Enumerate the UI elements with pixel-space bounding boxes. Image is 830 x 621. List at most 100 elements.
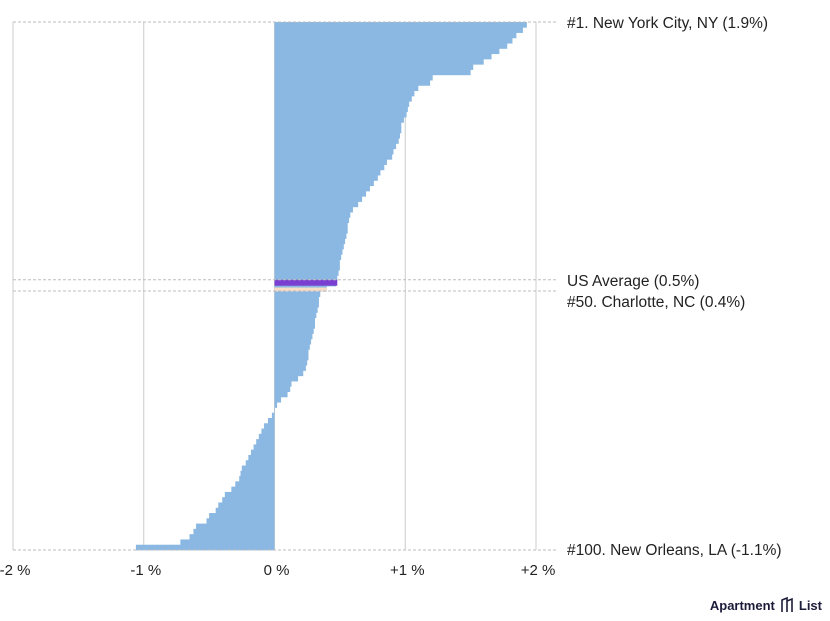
x-tick-label: -2 %: [0, 562, 30, 579]
bar: [274, 148, 394, 155]
x-tick-label: +2 %: [521, 562, 556, 579]
bar: [274, 233, 347, 239]
building-icon: [781, 597, 793, 612]
bar: [274, 264, 340, 271]
bar: [274, 185, 370, 192]
bar: [274, 396, 282, 403]
bar: [258, 433, 275, 440]
brand-text: Apartment: [709, 597, 775, 613]
apartment-list-logo: Apartment List: [710, 597, 822, 613]
bar: [274, 101, 410, 107]
bar: [274, 154, 393, 160]
bar: [189, 534, 275, 540]
x-axis-ticks: -2 % -1 % 0 % +1 % +2 %: [0, 562, 555, 579]
bar: [274, 402, 278, 408]
bar: [274, 138, 399, 144]
bar: [274, 338, 312, 345]
callout-guides: [13, 21, 558, 551]
callout-labels: #1. New York City, NY (1.9%) US Average (…: [567, 15, 782, 559]
charlotte-bar: [274, 287, 327, 292]
bar: [274, 312, 317, 319]
bar: [274, 37, 513, 44]
bar: [196, 523, 275, 530]
bar: [274, 132, 401, 139]
highlight-bars: [274, 279, 338, 292]
bar: [274, 122, 402, 128]
bar: [274, 349, 309, 356]
bar: [274, 217, 350, 224]
bar: [193, 528, 275, 535]
bar: [274, 201, 359, 208]
bar: [274, 344, 310, 350]
x-tick-label: -1 %: [130, 562, 161, 579]
bar: [274, 80, 431, 86]
bar: [274, 254, 342, 260]
bar: [256, 439, 275, 445]
bar: [274, 196, 363, 202]
bar: [274, 328, 314, 334]
bar: [274, 143, 397, 150]
bar: [135, 544, 275, 551]
x-tick-label: 0 %: [264, 562, 290, 579]
bar: [206, 518, 275, 524]
bar: [274, 270, 339, 276]
bar: [274, 27, 523, 33]
bar: [240, 470, 275, 477]
bar-series: [135, 22, 527, 551]
bar: [267, 418, 275, 424]
bar: [274, 175, 378, 181]
bar: [274, 206, 353, 213]
callout-rank-100: #100. New Orleans, LA (-1.1%): [567, 542, 782, 559]
bar: [274, 53, 492, 60]
bar: [274, 32, 517, 39]
bar: [274, 164, 385, 171]
bar: [274, 159, 387, 165]
callout-charlotte: #50. Charlotte, NC (0.4%): [567, 294, 745, 311]
bar: [274, 222, 348, 229]
bar: [274, 117, 404, 123]
bar: [274, 48, 500, 55]
bar: [215, 507, 275, 514]
callout-us-average: US Average (0.5%): [567, 273, 699, 290]
bar: [274, 243, 344, 250]
x-tick-label: +1 %: [390, 562, 425, 579]
bar: [235, 481, 275, 488]
bar: [248, 454, 275, 461]
bar: [218, 502, 275, 509]
bar: [274, 365, 306, 371]
callout-rank-1: #1. New York City, NY (1.9%): [567, 15, 768, 32]
bar: [222, 497, 275, 503]
bar: [274, 190, 367, 197]
us-average-bar: [274, 279, 338, 286]
bar: [274, 69, 471, 76]
bar: [274, 259, 340, 266]
bar: [274, 58, 484, 65]
bar: [274, 106, 408, 113]
bar: [274, 90, 415, 97]
bar: [274, 95, 412, 102]
bar: [274, 407, 275, 414]
bar: [224, 491, 275, 498]
bar: [274, 307, 318, 313]
bar: [274, 169, 381, 176]
bar: [274, 391, 288, 398]
bar: [274, 359, 308, 366]
bar: [239, 476, 275, 482]
bar: [274, 127, 402, 134]
bar: [180, 539, 275, 546]
bar: [253, 444, 275, 451]
bar: [271, 412, 275, 419]
bar: [261, 428, 275, 435]
bar: [274, 296, 319, 303]
bar: [209, 513, 275, 519]
bar: [274, 227, 348, 234]
bar: [231, 486, 275, 493]
bar: [274, 370, 304, 377]
bar: [274, 333, 313, 340]
bar: [274, 180, 374, 187]
bar: [241, 465, 275, 472]
bar: [274, 275, 338, 282]
bar: [274, 322, 316, 329]
bar: [274, 43, 508, 49]
bar: [274, 375, 299, 382]
